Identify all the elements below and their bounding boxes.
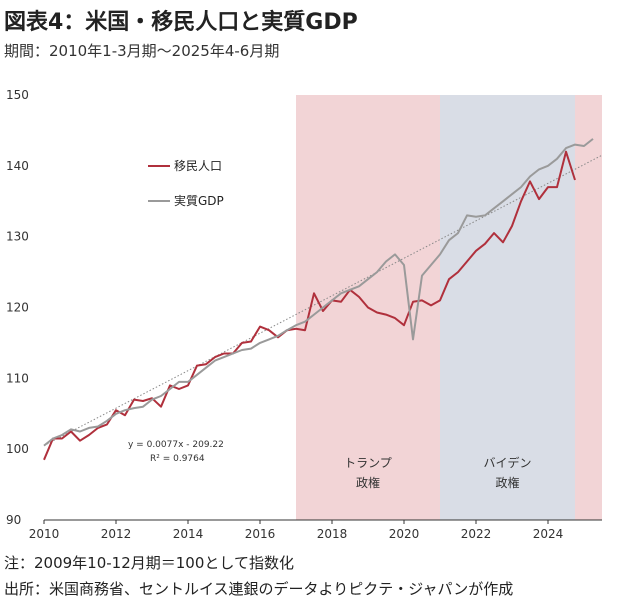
x-tick-label: 2010 [29, 527, 60, 541]
period-band-2 [575, 95, 602, 520]
y-tick-label: 120 [6, 301, 29, 315]
period-band-1 [440, 95, 575, 520]
chart-subtitle: 期間：2010年1-3月期～2025年4-6月期 [4, 42, 280, 60]
y-tick-label: 140 [6, 159, 29, 173]
y-tick-label: 100 [6, 442, 29, 456]
series-lines-group [43, 138, 594, 461]
x-tick-label: 2012 [101, 527, 132, 541]
chart-canvas: 90 100 110 120 130 140 150 2010 2012 2014 2016 2018… [6, 88, 603, 541]
x-tick-label: 2024 [533, 527, 564, 541]
y-tick-label: 130 [6, 230, 29, 244]
x-tick-label: 2018 [317, 527, 348, 541]
y-tick-label: 150 [6, 88, 29, 102]
y-tick-label: 110 [6, 371, 29, 385]
series-line-real-gdp [43, 138, 594, 447]
x-tick-label: 2016 [245, 527, 276, 541]
y-tick-label: 90 [6, 513, 21, 527]
period-label-sub: 政権 [495, 475, 519, 490]
legend-label: 実質GDP [174, 193, 224, 208]
trend-equation: y = 0.0077x - 209.22 [128, 440, 224, 450]
source-note: 出所：米国商務省、セントルイス連銀のデータよりピクテ・ジャパンが作成 [4, 580, 514, 598]
chart-title: 図表4：米国・移民人口と実質GDP [4, 10, 358, 35]
x-tick-label: 2014 [173, 527, 204, 541]
trend-r2: R² = 0.9764 [150, 454, 205, 464]
period-label: トランプ [344, 456, 392, 470]
period-label-sub: 政権 [356, 475, 380, 490]
legend-label: 移民人口 [174, 159, 222, 173]
x-tick-label: 2020 [389, 527, 420, 541]
x-tick-label: 2022 [461, 527, 492, 541]
period-label: バイデン [483, 455, 531, 470]
footnote: 注：2009年10-12月期＝100として指数化 [4, 554, 294, 572]
axes-group: 90 100 110 120 130 140 150 2010 2012 2014 2016 2018… [6, 88, 602, 541]
series-line-immigrant-population [43, 150, 576, 461]
